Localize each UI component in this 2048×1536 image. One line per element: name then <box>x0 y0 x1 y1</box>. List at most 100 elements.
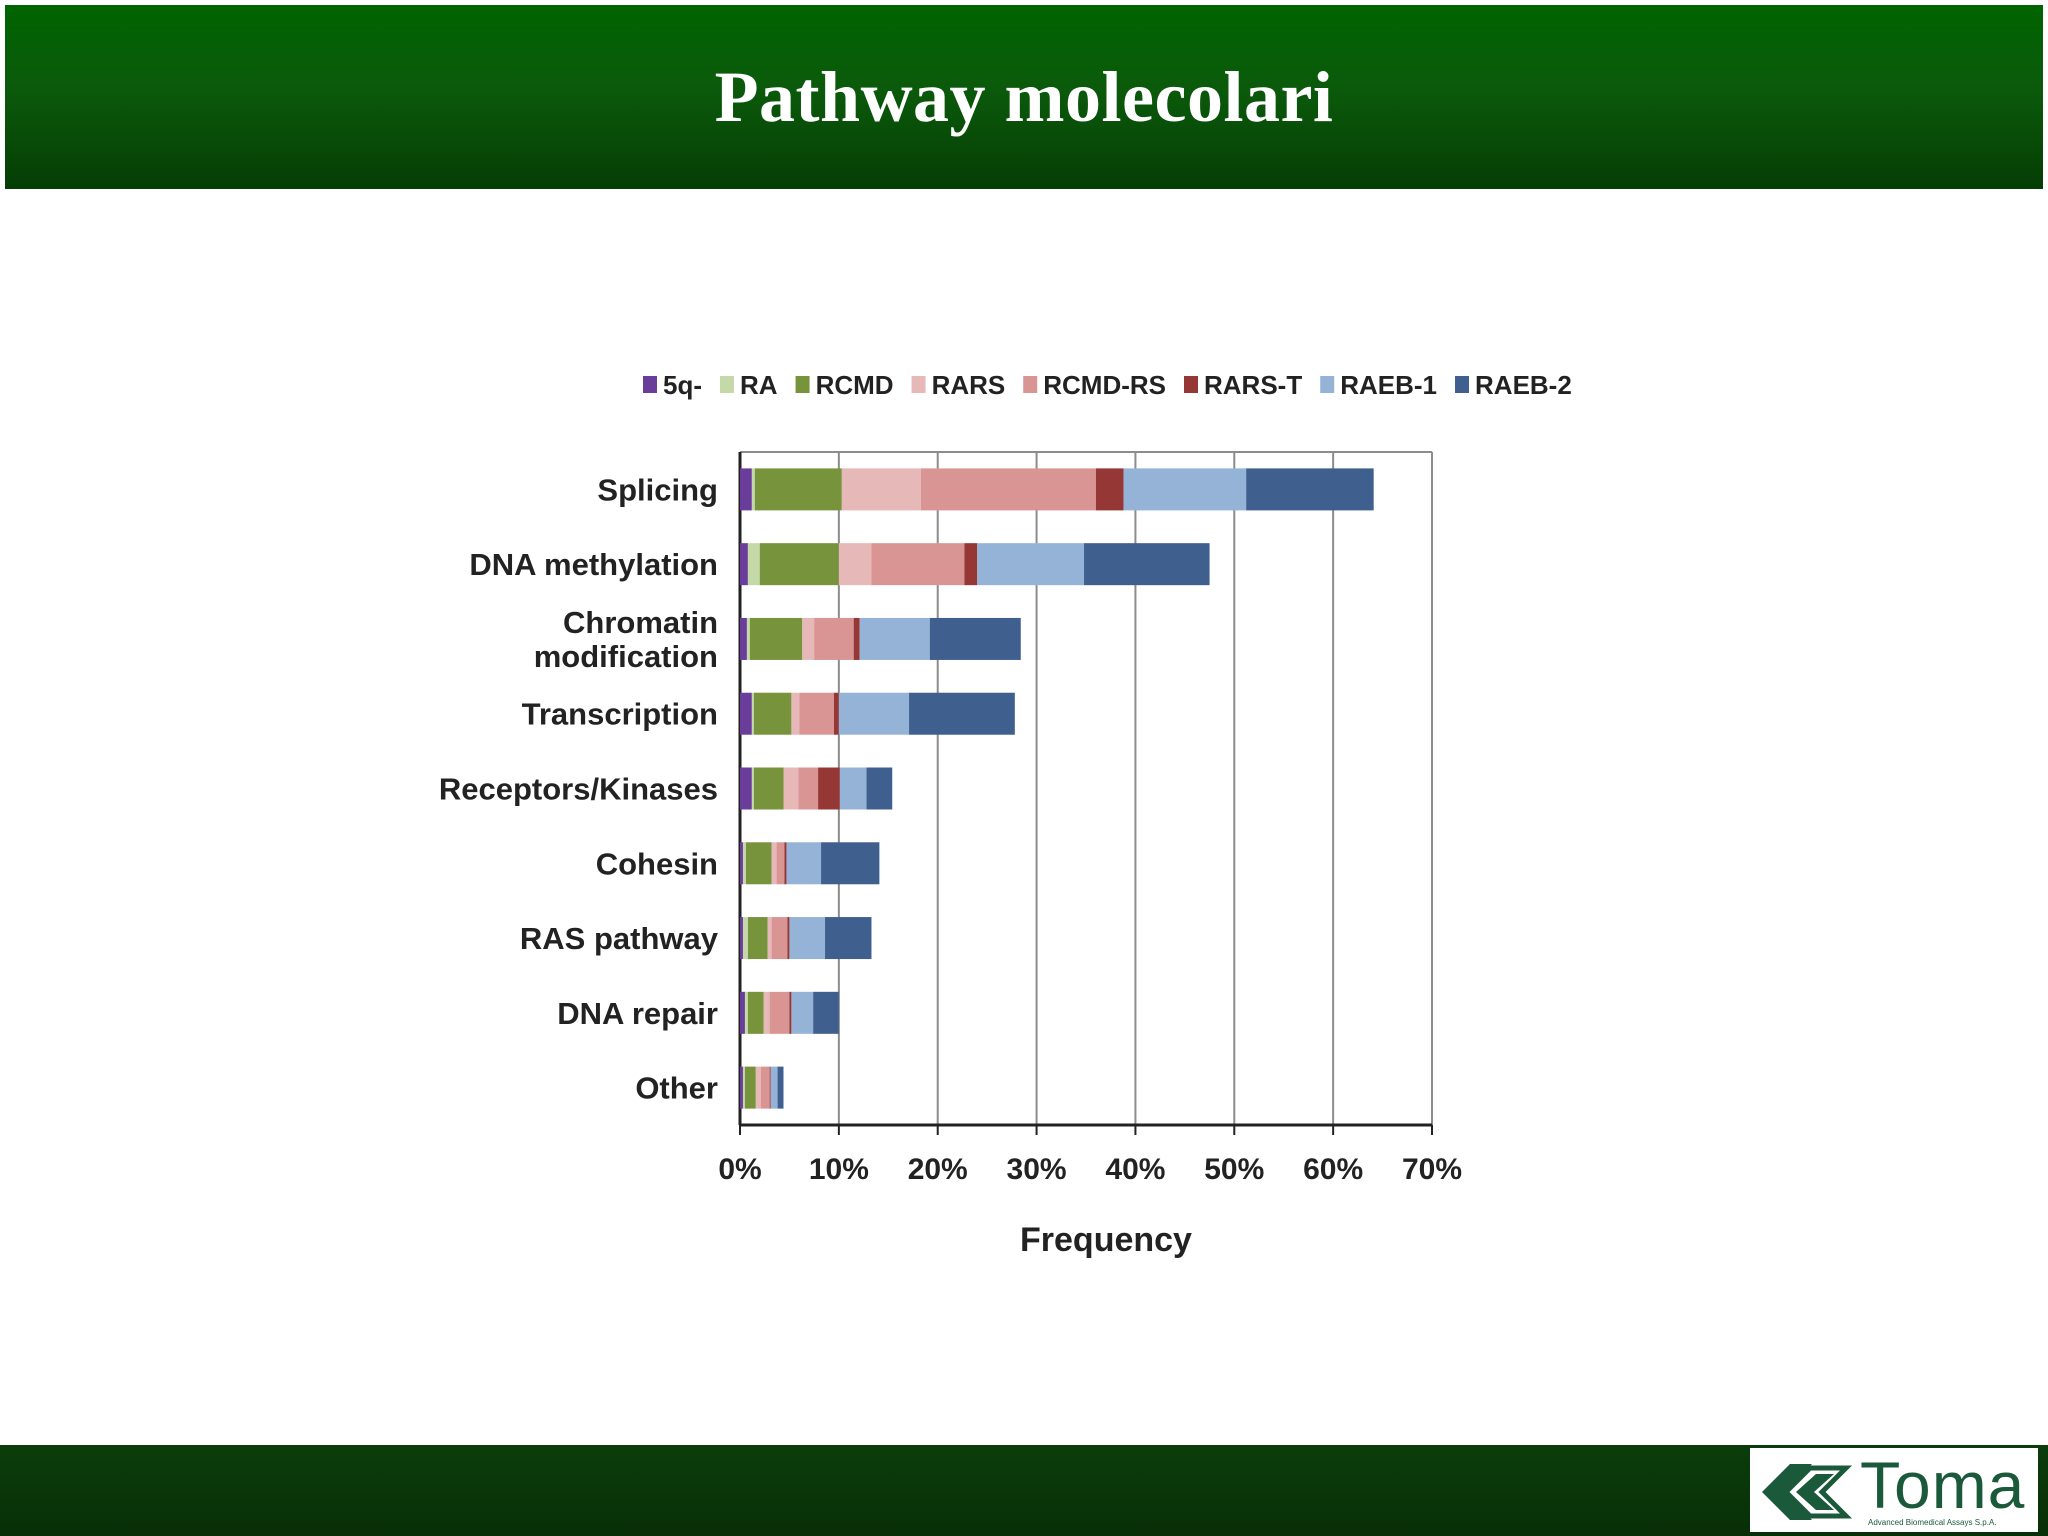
bar-segment <box>799 692 834 735</box>
bar-segment <box>740 692 752 735</box>
legend-label: 5q- <box>663 370 702 400</box>
bar-segment <box>821 842 880 885</box>
toma-logo-icon <box>1762 1464 1853 1520</box>
category-label: Transcription <box>522 697 718 732</box>
bar-segment <box>769 991 790 1034</box>
bar-segment <box>760 1066 770 1109</box>
bar-segment <box>755 1066 761 1109</box>
bar-segment <box>763 991 770 1034</box>
bar-segment <box>859 617 930 660</box>
bar-segment <box>791 991 814 1034</box>
bar-segment <box>771 917 788 960</box>
x-tick-label: 20% <box>908 1153 968 1186</box>
bar-segment <box>871 543 965 586</box>
bar-segment <box>825 917 872 960</box>
category-label: DNA methylation <box>469 547 718 582</box>
x-tick-label: 70% <box>1402 1153 1462 1186</box>
legend-swatch <box>1320 376 1335 393</box>
bar-segment <box>802 617 815 660</box>
bar-segment <box>787 917 790 960</box>
bar-segment <box>814 617 854 660</box>
bar-segment <box>1084 543 1210 586</box>
bar-segment <box>746 617 750 660</box>
bar-segment <box>742 917 748 960</box>
x-tick-label: 10% <box>809 1153 869 1186</box>
legend-swatch <box>795 376 810 393</box>
bar-segment <box>745 842 772 885</box>
category-label: modification <box>534 639 718 674</box>
category-label: Cohesin <box>596 846 718 881</box>
legend-label: RCMD-RS <box>1043 370 1166 400</box>
bar-segment <box>841 468 921 511</box>
company-logo: Toma Advanced Biomedical Assays S.p.A. <box>1750 1448 2038 1532</box>
bar-segment <box>964 543 978 586</box>
bar-segment <box>747 917 768 960</box>
slide-title: Pathway molecolari <box>714 56 1334 137</box>
bar-segment <box>838 692 910 735</box>
x-tick-label: 0% <box>718 1153 761 1186</box>
bar-segment <box>742 1066 745 1109</box>
bar-segment <box>813 991 839 1034</box>
category-label: DNA repair <box>557 996 718 1031</box>
legend-swatch <box>1023 376 1038 393</box>
category-label: Other <box>635 1071 718 1106</box>
bar-segment <box>742 842 746 885</box>
bar-segment <box>866 767 893 810</box>
bar-segment <box>776 842 785 885</box>
bar-segment <box>749 617 803 660</box>
bar-segment <box>747 991 764 1034</box>
bar-segment <box>789 991 792 1034</box>
bar-segment <box>754 468 842 511</box>
legend-swatch <box>911 376 926 393</box>
bar-segment <box>777 1066 784 1109</box>
bar-segment <box>798 767 819 810</box>
bar-segment <box>1095 468 1124 511</box>
stacked-bar-chart: 0% 10% 20% 30% 40% 50% 60% 70% Splicing DNA methy… <box>439 370 1572 1259</box>
bar-segment <box>740 991 745 1034</box>
footer-bar <box>0 1445 2048 1536</box>
bar-segment <box>783 767 799 810</box>
bar-segment <box>929 617 1021 660</box>
bar-segment <box>751 468 755 511</box>
bar-segment <box>744 1066 756 1109</box>
legend-label: RA <box>740 370 778 400</box>
x-tick-label: 50% <box>1204 1153 1264 1186</box>
legend-swatch <box>720 376 734 393</box>
bar-segment <box>838 543 872 586</box>
bar-segment <box>740 543 748 586</box>
bar-segment <box>1246 468 1374 511</box>
legend-swatch <box>1455 376 1470 393</box>
bar-segment <box>833 692 839 735</box>
bar-segment <box>751 767 754 810</box>
bar-segment <box>740 842 743 885</box>
logo-wordmark: Toma <box>1860 1448 2026 1522</box>
legend-label: RAEB-1 <box>1340 370 1437 400</box>
bar-segment <box>839 767 867 810</box>
bar-segment <box>1123 468 1247 511</box>
bar-segment <box>771 842 777 885</box>
bar-segment <box>747 543 760 586</box>
legend-label: RAEB-2 <box>1475 370 1572 400</box>
bar-segment <box>740 1066 743 1109</box>
x-tick-label: 60% <box>1303 1153 1363 1186</box>
bar-segment <box>740 617 747 660</box>
bar-segment <box>740 767 752 810</box>
legend-swatch <box>643 376 657 393</box>
category-label: Splicing <box>597 472 718 507</box>
x-axis-label: Frequency <box>1020 1221 1192 1259</box>
bar-segment <box>818 767 840 810</box>
legend-label: RARS-T <box>1204 370 1302 400</box>
bar-segment <box>920 468 1096 511</box>
bar-segment <box>751 692 754 735</box>
category-label: Chromatin <box>563 605 718 640</box>
bar-segment <box>786 842 822 885</box>
bar-segment <box>753 692 792 735</box>
legend-label: RCMD <box>816 370 894 400</box>
bar-segment <box>744 991 748 1034</box>
bar-segment <box>791 692 800 735</box>
x-tick-label: 40% <box>1105 1153 1165 1186</box>
bar-segment <box>789 917 826 960</box>
legend-swatch <box>1184 376 1198 393</box>
bar-segment <box>767 917 772 960</box>
bar-segment <box>977 543 1085 586</box>
